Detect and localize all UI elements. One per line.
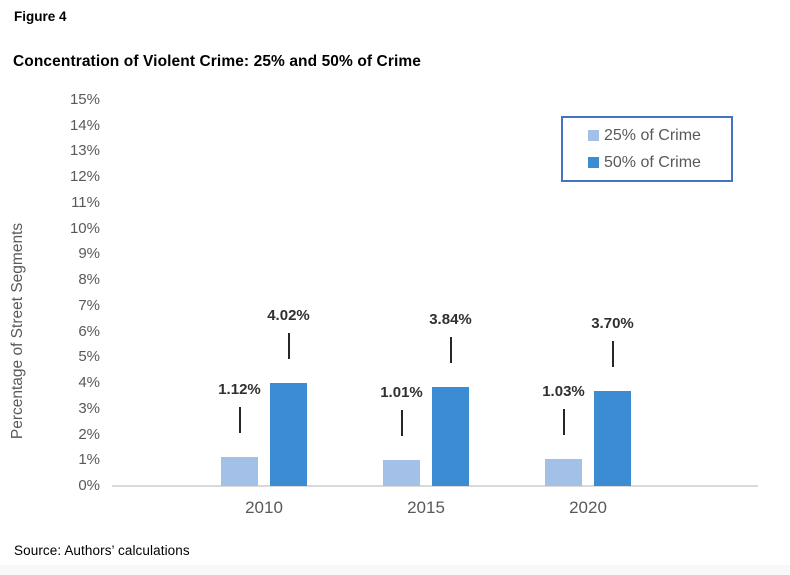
bar-series1-2010 xyxy=(270,382,307,486)
legend-swatch-25pct-icon xyxy=(588,130,599,141)
data-label-leader-series0-2015 xyxy=(400,410,403,436)
legend-label-25pct: 25% of Crime xyxy=(604,126,701,144)
legend-label-50pct: 50% of Crime xyxy=(604,153,701,171)
bottom-strip xyxy=(0,565,790,575)
x-axis-line xyxy=(112,485,758,487)
bar-series1-2020 xyxy=(594,390,631,486)
y-tick-label-6: 6% xyxy=(78,322,100,340)
y-tick-label-12: 12% xyxy=(69,168,100,186)
data-label-leader-series0-2010 xyxy=(238,407,241,434)
data-label-leader-series1-2020 xyxy=(611,340,614,367)
data-label-series0-2010: 1.12% xyxy=(218,381,261,399)
data-label-series0-2015: 1.01% xyxy=(380,384,423,401)
chart-legend: 25% of Crime 50% of Crime xyxy=(561,116,733,182)
y-tick-label-1: 1% xyxy=(78,451,100,469)
data-label-leader-series1-2010 xyxy=(287,332,290,359)
legend-swatch-50pct-icon xyxy=(588,157,599,168)
bar-series0-2020 xyxy=(545,459,582,486)
y-tick-label-5: 5% xyxy=(78,348,100,366)
chart-title: Concentration of Violent Crime: 25% and … xyxy=(13,53,421,70)
y-tick-label-10: 10% xyxy=(69,219,100,237)
y-tick-label-2: 2% xyxy=(78,425,100,443)
x-tick-label-2010: 2010 xyxy=(245,498,283,517)
bar-series1-2015 xyxy=(432,387,469,486)
data-label-series0-2020: 1.03% xyxy=(542,383,585,401)
legend-item-25pct: 25% of Crime xyxy=(588,127,731,145)
legend-item-50pct: 50% of Crime xyxy=(588,154,731,172)
data-label-series1-2020: 3.70% xyxy=(591,314,634,332)
data-label-leader-series0-2020 xyxy=(562,409,565,436)
figure-label: Figure 4 xyxy=(14,9,67,24)
y-tick-label-11: 11% xyxy=(71,193,100,211)
bar-series0-2010 xyxy=(221,457,258,486)
data-label-series1-2015: 3.84% xyxy=(429,311,472,329)
y-tick-label-8: 8% xyxy=(78,271,100,289)
y-tick-label-9: 9% xyxy=(78,245,100,263)
y-axis-title: Percentage of Street Segments xyxy=(9,222,26,440)
y-tick-label-0: 0% xyxy=(78,477,100,494)
data-label-leader-series1-2015 xyxy=(449,337,452,364)
y-tick-label-7: 7% xyxy=(78,296,100,314)
y-tick-label-14: 14% xyxy=(69,116,100,134)
y-tick-label-4: 4% xyxy=(78,374,100,392)
y-tick-label-3: 3% xyxy=(78,399,100,417)
x-tick-label-2020: 2020 xyxy=(569,498,607,517)
source-note: Source: Authors’ calculations xyxy=(14,543,190,558)
data-label-series1-2010: 4.02% xyxy=(267,306,310,324)
x-tick-label-2015: 2015 xyxy=(407,498,445,517)
bar-series0-2015 xyxy=(383,460,420,486)
y-tick-label-13: 13% xyxy=(69,142,100,160)
y-tick-label-15: 15% xyxy=(69,91,100,108)
